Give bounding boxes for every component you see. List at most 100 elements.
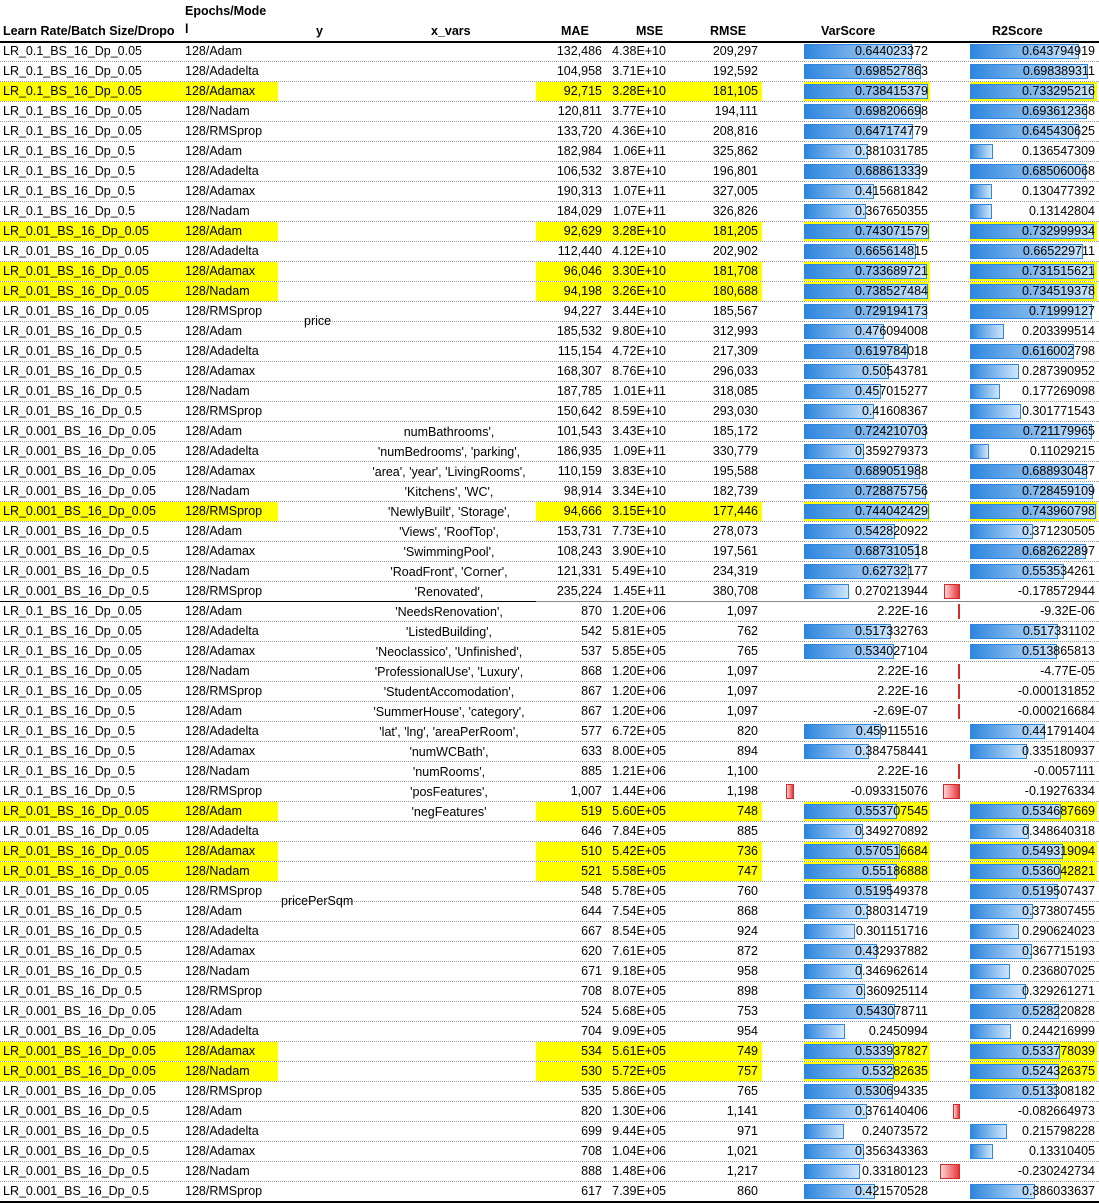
learn-rate-cell: LR_0.01_BS_16_Dp_0.05 bbox=[0, 862, 183, 881]
learn-rate-cell: LR_0.01_BS_16_Dp_0.5 bbox=[3, 904, 143, 918]
mae-cell: 530 bbox=[536, 1062, 606, 1081]
learn-rate-cell: LR_0.1_BS_16_Dp_0.05 bbox=[3, 684, 143, 698]
data-bar bbox=[970, 964, 1010, 979]
table-row: LR_0.001_BS_16_Dp_0.05 128/Nadam 98,914 3.3… bbox=[0, 482, 1099, 502]
learn-rate-cell: LR_0.1_BS_16_Dp_0.5 bbox=[3, 184, 136, 198]
rmse-cell: 185,567 bbox=[712, 304, 758, 318]
mae-cell: 542 bbox=[581, 624, 602, 638]
data-bar bbox=[804, 824, 863, 839]
mae-cell: 577 bbox=[581, 724, 602, 738]
x-vars-line: 'Renovated', bbox=[414, 585, 484, 599]
varscore-cell: 0.50543781 bbox=[804, 362, 930, 381]
table-row: LR_0.1_BS_16_Dp_0.05 128/Adam 132,486 4.38E… bbox=[0, 42, 1099, 62]
data-bar bbox=[970, 444, 989, 459]
epochs-model-cell: 128/Adam bbox=[185, 904, 242, 918]
learn-rate-cell: LR_0.1_BS_16_Dp_0.05 bbox=[3, 44, 143, 58]
r2score-cell: 0.203399514 bbox=[970, 322, 1097, 341]
varscore-value: 2.22E-16 bbox=[877, 764, 928, 778]
varscore-value: 0.542820922 bbox=[855, 524, 928, 538]
epochs-model-cell: 128/RMSprop bbox=[185, 1084, 263, 1098]
r2score-value: 0.13310405 bbox=[1028, 1144, 1095, 1158]
data-bar bbox=[804, 544, 919, 559]
mae-cell: 92,715 bbox=[536, 82, 606, 101]
varscore-cell: 0.738527484 bbox=[804, 282, 930, 301]
r2score-cell: -0.000131852 bbox=[958, 682, 1097, 701]
learn-rate-cell: LR_0.1_BS_16_Dp_0.5 bbox=[3, 744, 136, 758]
epochs-model-cell: 128/Adam bbox=[185, 44, 242, 58]
table-row: LR_0.01_BS_16_Dp_0.5 128/Adadelta 115,154 4… bbox=[0, 342, 1099, 362]
table-row: LR_0.1_BS_16_Dp_0.05 128/RMSprop 867 1.20E+… bbox=[0, 682, 1099, 702]
mse-cell: 3.34E+10 bbox=[612, 484, 666, 498]
learn-rate-cell: LR_0.001_BS_16_Dp_0.5 bbox=[3, 1104, 149, 1118]
varscore-cell: 0.421570528 bbox=[804, 1182, 930, 1201]
varscore-cell: 0.33180123 bbox=[804, 1162, 930, 1181]
data-bar bbox=[804, 484, 926, 499]
varscore-cell: 0.457015277 bbox=[804, 382, 930, 401]
data-bar bbox=[970, 204, 992, 219]
varscore-cell: 0.381031785 bbox=[804, 142, 930, 161]
learn-rate-cell: LR_0.01_BS_16_Dp_0.05 bbox=[0, 282, 183, 301]
data-bar bbox=[970, 244, 1083, 259]
r2score-cell: 0.665229711 bbox=[970, 242, 1097, 261]
rmse-cell: 749 bbox=[668, 1042, 762, 1061]
learn-rate-cell: LR_0.001_BS_16_Dp_0.05 bbox=[3, 484, 156, 498]
mae-cell: 121,331 bbox=[556, 564, 602, 578]
varscore-cell: 0.644023372 bbox=[804, 42, 930, 61]
negative-data-bar bbox=[940, 1164, 960, 1179]
mse-cell: 4.12E+10 bbox=[612, 244, 666, 258]
x-vars-line: 'ProfessionalUse', 'Luxury', bbox=[374, 665, 524, 679]
epochs-model-cell: 128/Adamax bbox=[185, 644, 256, 658]
learn-rate-cell: LR_0.001_BS_16_Dp_0.5 bbox=[3, 1164, 149, 1178]
mse-cell: 5.58E+05 bbox=[606, 862, 668, 881]
rmse-cell: 954 bbox=[737, 1024, 758, 1038]
epochs-model-cell: 128/Adadelta bbox=[185, 1024, 259, 1038]
header-lr: Learn Rate/Batch Size/Dropo bbox=[3, 24, 175, 38]
learn-rate-cell: LR_0.001_BS_16_Dp_0.05 bbox=[3, 424, 156, 438]
r2score-value: -0.19276334 bbox=[1024, 784, 1095, 798]
rmse-cell: 217,309 bbox=[712, 344, 758, 358]
negative-data-bar bbox=[958, 684, 960, 699]
data-bar bbox=[970, 344, 1074, 359]
varscore-cell: 0.55186888 bbox=[804, 862, 930, 881]
rmse-cell: 757 bbox=[668, 1062, 762, 1081]
x-vars-line: 'numBedrooms', 'parking', bbox=[377, 445, 521, 459]
rmse-cell: 748 bbox=[668, 802, 762, 821]
epochs-model-cell: 128/Adamax bbox=[185, 364, 256, 378]
data-bar bbox=[804, 384, 881, 399]
mae-cell: 535 bbox=[581, 1084, 602, 1098]
learn-rate-cell: LR_0.1_BS_16_Dp_0.5 bbox=[3, 724, 136, 738]
data-bar bbox=[970, 884, 1058, 899]
rmse-cell: 753 bbox=[737, 1004, 758, 1018]
mse-cell: 6.72E+05 bbox=[612, 724, 666, 738]
epochs-model-cell: 128/Nadam bbox=[185, 204, 250, 218]
rmse-cell: 208,816 bbox=[712, 124, 758, 138]
r2score-cell: 0.524326375 bbox=[970, 1062, 1097, 1081]
r2score-value: 0.685060068 bbox=[1022, 164, 1095, 178]
learn-rate-cell: LR_0.1_BS_16_Dp_0.05 bbox=[3, 104, 143, 118]
varscore-value: 0.270213944 bbox=[855, 584, 928, 598]
learn-rate-cell: LR_0.1_BS_16_Dp_0.5 bbox=[3, 164, 136, 178]
data-bar bbox=[804, 1184, 875, 1199]
header-y: y bbox=[316, 24, 323, 38]
rmse-cell: 194,111 bbox=[714, 104, 758, 118]
epochs-model-cell: 128/Nadam bbox=[185, 764, 250, 778]
learn-rate-cell: LR_0.001_BS_16_Dp_0.5 bbox=[3, 1144, 149, 1158]
learn-rate-cell: LR_0.1_BS_16_Dp_0.5 bbox=[3, 204, 136, 218]
r2score-cell: 0.533778039 bbox=[970, 1042, 1097, 1061]
table-row: LR_0.001_BS_16_Dp_0.5 128/Adam 820 1.30E+06… bbox=[0, 1102, 1099, 1122]
varscore-value: 0.543078711 bbox=[855, 1004, 928, 1018]
learn-rate-cell: LR_0.01_BS_16_Dp_0.5 bbox=[3, 324, 143, 338]
data-bar bbox=[804, 444, 864, 459]
header-mae: MAE bbox=[561, 24, 589, 38]
data-bar bbox=[970, 484, 1093, 499]
data-bar bbox=[970, 1084, 1057, 1099]
varscore-cell: 0.517332763 bbox=[804, 622, 930, 641]
data-bar bbox=[804, 464, 920, 479]
mse-cell: 8.07E+05 bbox=[612, 984, 666, 998]
data-bar bbox=[970, 1064, 1059, 1079]
varscore-value: 0.432937882 bbox=[855, 944, 928, 958]
r2score-value: 0.734519378 bbox=[1022, 284, 1095, 298]
mae-cell: 235,224 bbox=[556, 584, 602, 598]
rmse-cell: 736 bbox=[668, 842, 762, 861]
varscore-value: 0.644023372 bbox=[855, 44, 928, 58]
